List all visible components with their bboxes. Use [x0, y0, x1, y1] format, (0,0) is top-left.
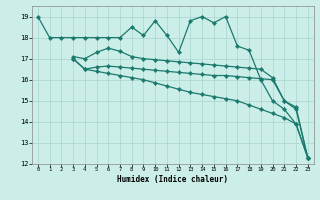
- X-axis label: Humidex (Indice chaleur): Humidex (Indice chaleur): [117, 175, 228, 184]
